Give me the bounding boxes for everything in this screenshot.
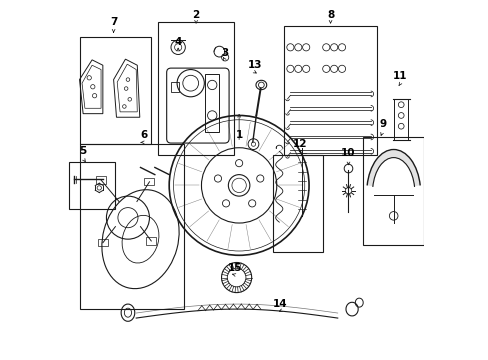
Bar <box>393 99 407 140</box>
Bar <box>362 137 423 244</box>
Bar <box>158 22 233 155</box>
Bar <box>98 239 108 246</box>
Text: 1: 1 <box>235 130 242 140</box>
Text: 5: 5 <box>80 146 86 156</box>
Bar <box>204 74 219 132</box>
Text: 9: 9 <box>378 120 386 129</box>
Bar <box>146 237 156 244</box>
Text: 4: 4 <box>174 37 182 47</box>
Text: 2: 2 <box>192 10 199 20</box>
Bar <box>273 155 323 252</box>
Text: 13: 13 <box>247 60 262 70</box>
Text: 11: 11 <box>392 71 407 81</box>
Bar <box>144 178 154 185</box>
Bar <box>171 82 179 92</box>
Bar <box>284 26 376 155</box>
Bar <box>80 37 151 144</box>
Text: 8: 8 <box>326 10 333 20</box>
Text: 7: 7 <box>110 17 117 27</box>
Bar <box>96 176 106 184</box>
Text: 12: 12 <box>292 139 306 149</box>
Bar <box>80 144 183 309</box>
Text: 15: 15 <box>228 263 242 273</box>
Text: 10: 10 <box>341 148 355 158</box>
Bar <box>69 162 115 209</box>
Text: 3: 3 <box>221 48 228 58</box>
Text: 14: 14 <box>272 299 287 309</box>
Text: 6: 6 <box>140 130 147 140</box>
